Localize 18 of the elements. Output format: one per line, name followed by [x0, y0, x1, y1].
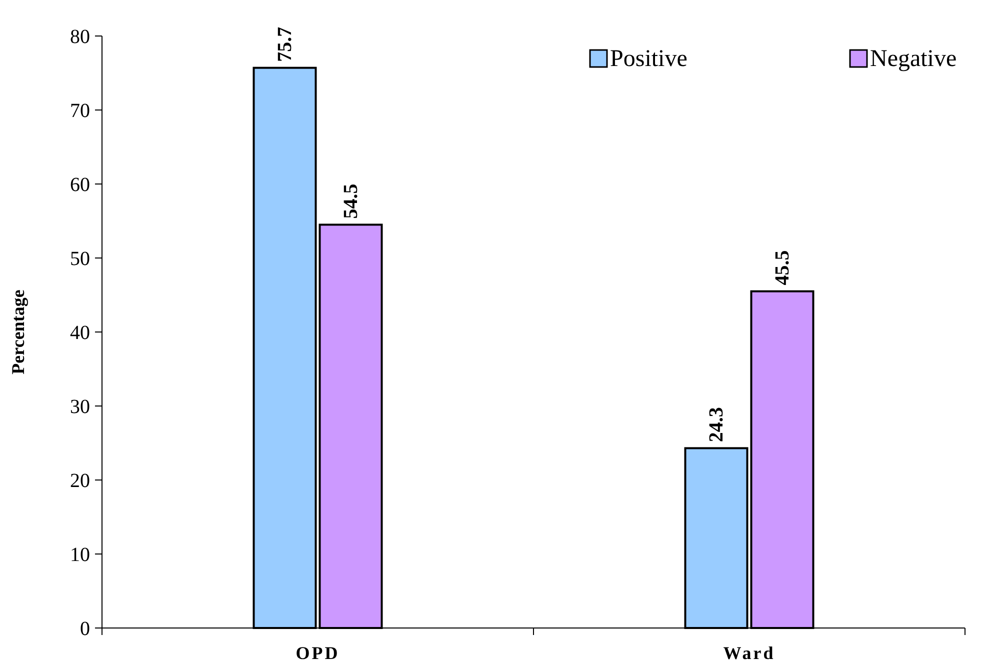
x-tick-label: Ward [723, 643, 776, 663]
data-label: 45.5 [771, 250, 794, 286]
x-tick-label: OPD [296, 643, 340, 663]
y-tick-label: 80 [70, 26, 90, 48]
y-tick-label: 20 [70, 470, 90, 492]
data-label: 75.7 [274, 26, 296, 62]
legend-label: Positive [610, 46, 688, 72]
y-tick-label: 30 [70, 396, 90, 418]
y-tick-label: 60 [70, 174, 90, 196]
y-tick-label: 10 [70, 544, 90, 566]
y-tick-label: 40 [70, 322, 90, 344]
y-tick-label: 50 [70, 248, 90, 270]
data-label: 54.5 [340, 184, 362, 219]
legend-label: Negative [870, 46, 957, 72]
y-tick-label: 0 [80, 618, 90, 640]
y-axis-title: Percentage [8, 290, 28, 374]
y-tick-label: 70 [70, 100, 90, 122]
data-label: 24.3 [705, 407, 728, 442]
